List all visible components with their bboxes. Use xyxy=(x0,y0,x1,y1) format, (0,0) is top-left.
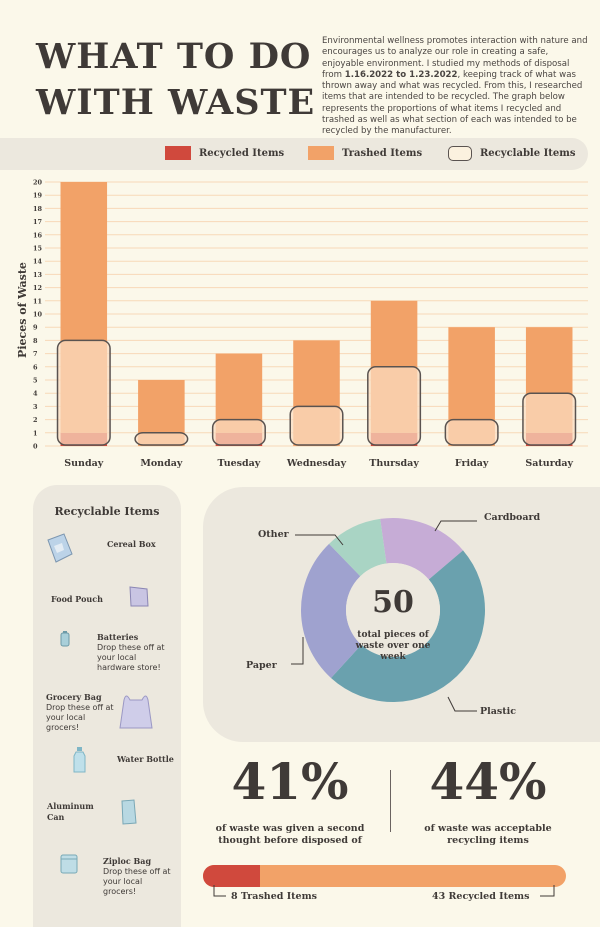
bar-brackets xyxy=(213,885,555,897)
donut-slice-other xyxy=(329,518,387,577)
x-tick-label: Tuesday xyxy=(218,458,261,469)
bar-recyclable-tuesday xyxy=(211,418,266,446)
y-tick-label: 13 xyxy=(33,271,43,279)
y-tick-label: 1 xyxy=(33,429,38,437)
y-tick-label: 10 xyxy=(33,311,43,319)
y-tick-label: 14 xyxy=(33,258,43,266)
legend-recycled: Recycled Items xyxy=(165,146,284,160)
legend-trashed-swatch xyxy=(308,146,334,160)
trashed-vs-recycled-bar xyxy=(203,865,566,887)
legend-recycled-swatch xyxy=(165,146,191,160)
water-bottle-label: Water Bottle xyxy=(117,754,174,764)
leader-plastic xyxy=(447,696,477,712)
y-tick-label: 15 xyxy=(33,245,43,253)
batteries-label: Batteries Drop these off at your local ha… xyxy=(97,632,165,672)
bar-recyclable-friday xyxy=(444,418,499,446)
bar-recyclable-thursday xyxy=(367,366,422,446)
x-tick-label: Friday xyxy=(455,458,489,469)
y-tick-label: 6 xyxy=(33,363,38,371)
x-tick-label: Monday xyxy=(140,458,183,469)
bar-recyclable-saturday xyxy=(522,392,577,446)
legend-recyclable-label: Recyclable Items xyxy=(480,148,576,159)
stat-44-text: of waste was acceptable recycling items xyxy=(424,823,552,846)
grocery-bag-label: Grocery Bag Drop these off at your local … xyxy=(46,692,114,732)
x-tick-label: Sunday xyxy=(64,458,103,469)
y-tick-label: 16 xyxy=(33,231,43,239)
x-tick-label: Saturday xyxy=(525,458,573,469)
page-title: WHAT TO DO WITH WASTE xyxy=(36,34,316,126)
y-tick-label: 20 xyxy=(33,179,43,187)
intro-dates: 1.16.2022 to 1.23.2022 xyxy=(344,69,458,80)
battery-icon xyxy=(60,631,70,647)
y-tick-label: 0 xyxy=(33,443,38,451)
ziploc-bag-icon xyxy=(60,854,78,874)
y-tick-label: 4 xyxy=(33,390,38,398)
donut-slice-paper xyxy=(301,543,362,678)
recyclable-items-title: Recyclable Items xyxy=(54,505,160,518)
stat-44-value: 44% xyxy=(429,752,547,811)
donut-label-paper: Paper xyxy=(246,660,277,671)
donut-label-cardboard: Cardboard xyxy=(484,512,541,523)
donut-slice-plastic xyxy=(330,550,486,702)
legend-recyclable-swatch xyxy=(448,146,472,161)
cereal-box-icon xyxy=(47,533,73,563)
cereal-box-label: Cereal Box xyxy=(107,539,156,549)
stat-41-text: of waste was given a second thought befo… xyxy=(215,823,365,846)
y-tick-label: 11 xyxy=(33,297,42,305)
leader-other xyxy=(295,534,344,546)
stat-41-value: 41% xyxy=(231,752,349,811)
waste-type-donut-chart xyxy=(291,518,486,712)
donut-center-text: total pieces of waste over one week xyxy=(355,630,431,662)
y-tick-label: 17 xyxy=(33,218,42,226)
y-tick-label: 5 xyxy=(33,377,38,385)
food-pouch-icon xyxy=(129,586,149,607)
intro-paragraph: Environmental wellness promotes interact… xyxy=(322,36,590,138)
donut-hole xyxy=(346,563,440,657)
donut-slice-cardboard xyxy=(380,518,464,580)
bar-recyclable-wednesday xyxy=(289,405,344,446)
y-tick-label: 18 xyxy=(33,205,43,213)
x-tick-label: Thursday xyxy=(369,458,419,469)
donut-label-plastic: Plastic xyxy=(480,706,517,717)
legend-trashed-label: Trashed Items xyxy=(342,147,423,159)
legend-trashed: Trashed Items xyxy=(308,146,422,160)
ziploc-bag-label: Ziploc Bag Drop these off at your local g… xyxy=(103,856,171,896)
y-tick-label: 3 xyxy=(33,403,38,411)
y-tick-label: 2 xyxy=(33,416,38,424)
bar-recyclable-sunday xyxy=(56,339,111,446)
legend-recycled-label: Recycled Items xyxy=(199,147,285,159)
stats-divider xyxy=(390,770,391,832)
aluminum-can-icon xyxy=(121,799,137,825)
x-tick-label: Wednesday xyxy=(286,458,347,469)
leader-paper xyxy=(291,637,304,665)
donut-center-value: 50 xyxy=(372,585,414,620)
donut-label-other: Other xyxy=(258,529,289,540)
food-pouch-label: Food Pouch xyxy=(51,594,103,604)
y-tick-label: 12 xyxy=(33,284,42,292)
intro-text-c: , keeping track of what was thrown away … xyxy=(322,69,583,137)
y-tick-label: 7 xyxy=(33,350,38,358)
recycled-count-label: 43 Recycled Items xyxy=(432,891,530,902)
water-bottle-icon xyxy=(73,747,86,773)
trashed-portion xyxy=(203,865,260,887)
title-line-2: WITH WASTE xyxy=(36,82,316,123)
chart-legend: Recycled Items Trashed Items Recyclable … xyxy=(0,138,588,170)
leader-cardboard xyxy=(434,520,477,532)
grocery-bag-icon xyxy=(119,695,153,729)
y-tick-label: 8 xyxy=(33,337,38,345)
aluminum-can-label: Aluminum Can xyxy=(47,801,94,822)
bar-recyclable-monday xyxy=(134,432,189,446)
intro-text-a: Environmental wellness promotes interact… xyxy=(322,36,588,80)
y-tick-label: 9 xyxy=(33,324,38,332)
trashed-count-label: 8 Trashed Items xyxy=(231,891,317,902)
title-line-1: WHAT TO DO xyxy=(36,36,312,77)
y-tick-label: 19 xyxy=(33,192,43,200)
legend-recyclable: Recyclable Items xyxy=(448,146,575,161)
